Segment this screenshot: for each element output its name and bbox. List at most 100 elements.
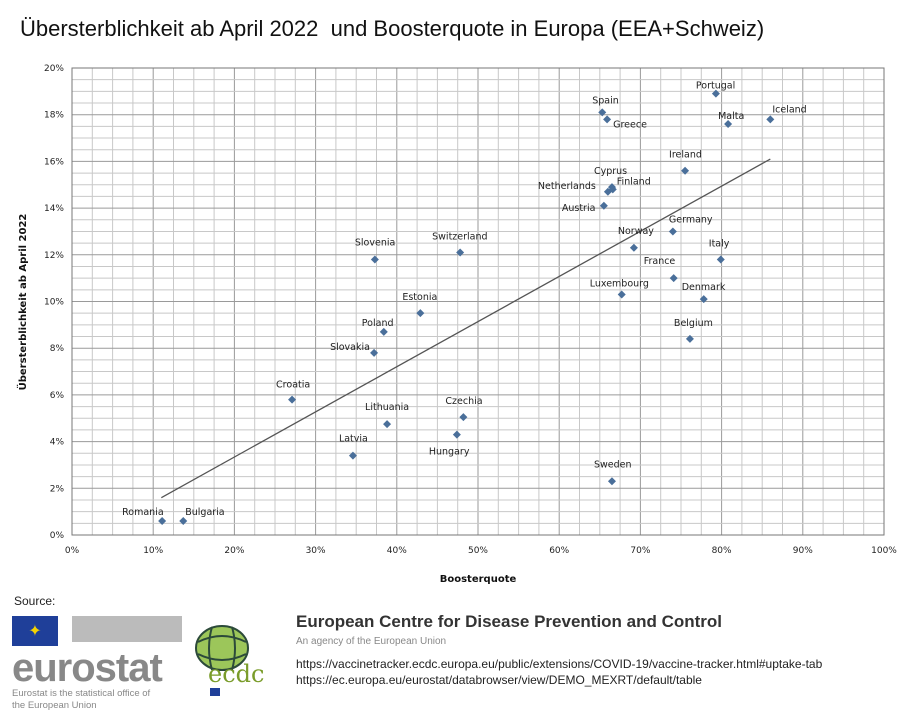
y-axis-label: Übersterblichkeit ab April 2022 bbox=[15, 214, 29, 391]
eurostat-subtitle: Eurostat is the statistical office of th… bbox=[12, 688, 151, 711]
x-tick-label: 10% bbox=[143, 546, 163, 556]
x-tick-label: 70% bbox=[630, 546, 650, 556]
data-point-label: Iceland bbox=[772, 104, 806, 115]
data-point-marker bbox=[716, 255, 725, 264]
data-point-label: Switzerland bbox=[432, 231, 487, 242]
axis-ticks: 0% 10% 20% 30% 40% 50% 60% 70% 80% 90% 100% 0% 2% 4% 6… bbox=[44, 64, 897, 556]
data-point-marker bbox=[383, 420, 392, 429]
x-axis-label: Boosterquote bbox=[440, 574, 517, 585]
data-point-label: Croatia bbox=[276, 380, 310, 391]
x-tick-label: 60% bbox=[549, 546, 569, 556]
x-tick-label: 30% bbox=[306, 546, 326, 556]
x-tick-label: 0% bbox=[65, 546, 80, 556]
data-point-label: Italy bbox=[709, 238, 730, 249]
data-point-label: Norway bbox=[618, 226, 654, 237]
ecdc-wordmark: ecdc bbox=[208, 660, 264, 688]
data-point-label: Luxembourg bbox=[590, 278, 649, 289]
data-point-label: Belgium bbox=[674, 318, 713, 329]
data-point-marker bbox=[699, 295, 708, 304]
data-point-label: Lithuania bbox=[365, 402, 409, 413]
y-tick-label: 2% bbox=[50, 484, 65, 494]
data-point-label: Slovakia bbox=[330, 342, 370, 353]
grid bbox=[71, 67, 885, 536]
data-point-label: Hungary bbox=[429, 447, 470, 458]
x-tick-label: 80% bbox=[712, 546, 732, 556]
y-tick-label: 16% bbox=[44, 157, 64, 167]
y-tick-label: 12% bbox=[44, 251, 64, 261]
y-tick-label: 4% bbox=[50, 438, 65, 448]
data-point-label: Germany bbox=[669, 214, 713, 225]
x-tick-label: 100% bbox=[871, 546, 897, 556]
ecdc-logo: ecdc bbox=[195, 625, 264, 696]
data-point-marker bbox=[348, 451, 357, 460]
data-point-marker bbox=[711, 89, 720, 98]
source-url-eurostat[interactable]: https://ec.europa.eu/eurostat/databrowse… bbox=[296, 673, 702, 687]
data-point-marker bbox=[416, 309, 425, 318]
y-tick-label: 20% bbox=[44, 64, 64, 74]
x-tick-label: 90% bbox=[793, 546, 813, 556]
data-point-label: Netherlands bbox=[538, 181, 596, 192]
x-tick-label: 20% bbox=[224, 546, 244, 556]
y-tick-label: 8% bbox=[50, 344, 65, 354]
data-point-label: Austria bbox=[562, 203, 596, 214]
data-point-label: Romania bbox=[122, 507, 164, 518]
data-point-label: Malta bbox=[718, 111, 744, 122]
data-point-marker bbox=[456, 248, 465, 257]
eu-flag-icon: ✦ bbox=[12, 616, 58, 646]
eurostat-logo: ✦ eurostat Eurostat is the statistical o… bbox=[12, 616, 182, 712]
data-point-label: Estonia bbox=[402, 292, 437, 303]
logo-bar bbox=[72, 616, 182, 642]
data-point-label: France bbox=[644, 256, 676, 267]
data-point-label: Cyprus bbox=[594, 166, 627, 177]
data-point-marker bbox=[681, 166, 690, 175]
data-point-label: Spain bbox=[592, 95, 619, 106]
y-tick-label: 18% bbox=[44, 111, 64, 121]
data-point-marker bbox=[607, 477, 616, 486]
data-point-label: Bulgaria bbox=[185, 507, 224, 518]
y-tick-label: 14% bbox=[44, 204, 64, 214]
data-point-marker bbox=[288, 395, 297, 404]
data-point-marker bbox=[370, 348, 379, 357]
x-tick-label: 40% bbox=[387, 546, 407, 556]
data-point-marker bbox=[669, 274, 678, 283]
data-point-label: Latvia bbox=[339, 434, 368, 445]
data-point-label: Finland bbox=[617, 176, 651, 187]
ecdc-subtitle: An agency of the European Union bbox=[296, 636, 447, 647]
trendline-segment bbox=[161, 158, 771, 499]
eurostat-wordmark: eurostat bbox=[12, 646, 163, 690]
data-point-label: Ireland bbox=[669, 150, 702, 161]
data-point-marker bbox=[459, 413, 468, 422]
data-point-marker bbox=[668, 227, 677, 236]
y-tick-label: 0% bbox=[50, 531, 65, 541]
data-point-marker bbox=[452, 430, 461, 439]
data-point-marker bbox=[685, 334, 694, 343]
data-point-marker bbox=[617, 290, 626, 299]
y-tick-label: 10% bbox=[44, 298, 64, 308]
ecdc-name: European Centre for Disease Prevention a… bbox=[296, 612, 723, 631]
data-point-label: Sweden bbox=[594, 459, 632, 470]
data-point-marker bbox=[608, 185, 617, 194]
data-point-marker bbox=[599, 201, 608, 210]
data-point-label: Slovenia bbox=[355, 237, 395, 248]
data-point-marker bbox=[370, 255, 379, 264]
data-point-marker bbox=[724, 120, 733, 129]
data-point-marker bbox=[379, 327, 388, 336]
source-url-ecdc[interactable]: https://vaccinetracker.ecdc.europa.eu/pu… bbox=[296, 657, 823, 671]
data-point-label: Portugal bbox=[696, 81, 735, 92]
x-tick-label: 50% bbox=[468, 546, 488, 556]
ecdc-info: European Centre for Disease Prevention a… bbox=[296, 612, 822, 687]
data-point-marker bbox=[629, 243, 638, 252]
trendline bbox=[161, 158, 771, 499]
data-point-marker bbox=[598, 108, 607, 117]
data-point-label: Czechia bbox=[445, 396, 482, 407]
data-points: Romania Bulgaria Croatia Latvia Lithuania Slo… bbox=[122, 81, 807, 525]
scatter-chart: 0% 10% 20% 30% 40% 50% 60% 70% 80% 90% 100% 0% 2% 4% 6… bbox=[15, 64, 897, 585]
data-point-label: Poland bbox=[362, 318, 394, 329]
source-label: Source: bbox=[14, 594, 56, 608]
data-point-marker bbox=[179, 516, 188, 525]
chart-title: Übersterblichkeit ab April 2022 und Boos… bbox=[20, 16, 765, 41]
data-point-marker bbox=[603, 115, 612, 124]
data-point-label: Greece bbox=[613, 119, 647, 130]
data-point-marker bbox=[158, 516, 167, 525]
data-point-marker bbox=[766, 115, 775, 124]
